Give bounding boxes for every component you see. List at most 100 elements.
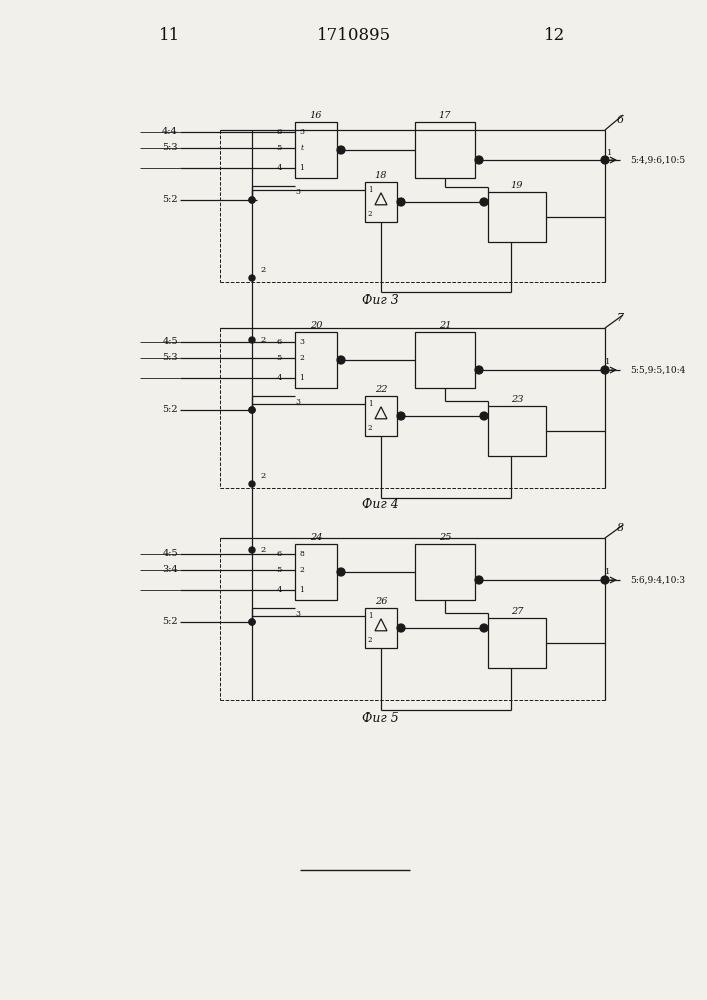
Circle shape xyxy=(249,197,255,203)
Circle shape xyxy=(249,619,255,625)
Text: 1: 1 xyxy=(300,374,305,382)
Text: 17: 17 xyxy=(439,110,451,119)
Bar xyxy=(415,544,475,600)
Text: 23: 23 xyxy=(510,394,523,403)
Text: Фиг 5: Фиг 5 xyxy=(361,712,398,724)
Text: 4: 4 xyxy=(276,586,282,594)
Text: 18: 18 xyxy=(375,170,387,180)
Circle shape xyxy=(601,576,609,584)
Circle shape xyxy=(475,576,483,584)
Text: 5: 5 xyxy=(276,354,281,362)
Bar xyxy=(365,608,397,648)
Text: 4:5: 4:5 xyxy=(163,550,178,558)
Text: 4:4: 4:4 xyxy=(162,127,178,136)
Circle shape xyxy=(397,412,405,420)
Text: 20: 20 xyxy=(310,320,322,330)
Bar xyxy=(488,192,546,242)
Text: 2: 2 xyxy=(260,546,265,554)
Circle shape xyxy=(337,146,345,154)
Text: 6: 6 xyxy=(276,338,281,346)
Circle shape xyxy=(480,198,488,206)
Text: 25: 25 xyxy=(439,532,451,542)
Text: 21: 21 xyxy=(439,320,451,330)
Text: 6: 6 xyxy=(276,128,281,136)
Text: 5: 5 xyxy=(276,144,281,152)
Text: 8: 8 xyxy=(617,523,624,533)
Text: 5:2: 5:2 xyxy=(163,617,178,626)
Text: 27: 27 xyxy=(510,606,523,615)
Text: 22: 22 xyxy=(375,384,387,393)
Circle shape xyxy=(601,366,609,374)
Text: 5:3: 5:3 xyxy=(163,354,178,362)
Bar xyxy=(415,122,475,178)
Text: 6: 6 xyxy=(617,115,624,125)
Text: 1: 1 xyxy=(368,612,373,620)
Circle shape xyxy=(337,356,345,364)
Text: 24: 24 xyxy=(310,532,322,542)
Circle shape xyxy=(249,407,255,413)
Bar xyxy=(295,332,337,388)
Text: 5:5,9:5,10:4: 5:5,9:5,10:4 xyxy=(630,365,685,374)
Text: 2: 2 xyxy=(260,336,265,344)
Text: Фиг 3: Фиг 3 xyxy=(361,294,398,306)
Text: 2: 2 xyxy=(260,266,265,274)
Text: 2: 2 xyxy=(368,424,373,432)
Circle shape xyxy=(480,412,488,420)
Text: Фиг 4: Фиг 4 xyxy=(361,498,398,512)
Circle shape xyxy=(249,619,255,625)
Circle shape xyxy=(249,337,255,343)
Text: 3: 3 xyxy=(300,128,305,136)
Circle shape xyxy=(601,156,609,164)
Text: 3: 3 xyxy=(296,610,300,618)
Text: 5:3: 5:3 xyxy=(163,143,178,152)
Text: 12: 12 xyxy=(544,26,566,43)
Text: 19: 19 xyxy=(510,180,523,190)
Text: 3: 3 xyxy=(296,188,300,196)
Bar xyxy=(488,618,546,668)
Text: 4:5: 4:5 xyxy=(163,338,178,347)
Bar xyxy=(365,396,397,436)
Text: 1: 1 xyxy=(368,186,373,194)
Text: 6: 6 xyxy=(276,550,281,558)
Circle shape xyxy=(475,156,483,164)
Circle shape xyxy=(249,275,255,281)
Text: 4: 4 xyxy=(276,374,282,382)
Text: 11: 11 xyxy=(159,26,180,43)
Circle shape xyxy=(337,568,345,576)
Bar xyxy=(488,406,546,456)
Text: 1: 1 xyxy=(300,586,305,594)
Bar xyxy=(365,182,397,222)
Text: 2: 2 xyxy=(368,210,373,218)
Circle shape xyxy=(249,547,255,553)
Text: 4: 4 xyxy=(276,164,282,172)
Bar xyxy=(295,544,337,600)
Text: 2: 2 xyxy=(300,354,305,362)
Circle shape xyxy=(249,197,255,203)
Text: 1: 1 xyxy=(300,164,305,172)
Text: 1: 1 xyxy=(607,149,613,157)
Text: 1: 1 xyxy=(605,358,611,366)
Text: 5:6,9:4,10:3: 5:6,9:4,10:3 xyxy=(630,576,685,584)
Circle shape xyxy=(475,366,483,374)
Text: 5: 5 xyxy=(276,566,281,574)
Text: 2: 2 xyxy=(260,472,265,480)
Text: 7: 7 xyxy=(617,313,624,323)
Circle shape xyxy=(397,624,405,632)
Circle shape xyxy=(397,198,405,206)
Text: 3: 3 xyxy=(296,398,300,406)
Circle shape xyxy=(480,624,488,632)
Circle shape xyxy=(249,481,255,487)
Text: 1: 1 xyxy=(368,400,373,408)
Bar xyxy=(415,332,475,388)
Text: 2: 2 xyxy=(300,566,305,574)
Text: 5:2: 5:2 xyxy=(163,196,178,205)
Text: t: t xyxy=(300,144,303,152)
Text: 5:2: 5:2 xyxy=(163,406,178,414)
Text: 3: 3 xyxy=(300,338,305,346)
Text: 3:4: 3:4 xyxy=(162,566,178,574)
Bar xyxy=(295,122,337,178)
Text: 1710895: 1710895 xyxy=(317,26,391,43)
Text: 2: 2 xyxy=(368,636,373,644)
Text: 1: 1 xyxy=(605,568,611,576)
Circle shape xyxy=(249,407,255,413)
